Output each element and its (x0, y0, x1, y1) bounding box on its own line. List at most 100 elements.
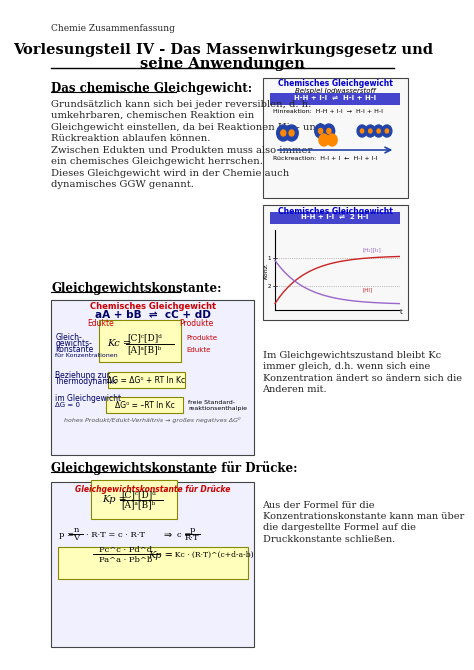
Circle shape (319, 134, 329, 146)
Text: Kp =: Kp = (148, 551, 173, 559)
Bar (263, 78, 408, 198)
Text: H-H + I-I  ⇌  H-I + H-I: H-H + I-I ⇌ H-I + H-I (294, 95, 376, 101)
Circle shape (285, 125, 298, 141)
Text: Pc^c · Pd^d: Pc^c · Pd^d (99, 546, 152, 554)
Circle shape (377, 129, 380, 133)
Bar (51, 300, 254, 455)
Text: Hinreaktion:  H-H + I-I  →  H-I + H-I: Hinreaktion: H-H + I-I → H-I + H-I (273, 109, 383, 113)
Text: Kc =: Kc = (108, 338, 132, 348)
Text: Aus der Formel für die: Aus der Formel für die (263, 500, 375, 509)
Text: c =: c = (177, 531, 191, 539)
Text: Gleichgewichtskonstante für Drücke: Gleichgewichtskonstante für Drücke (75, 484, 230, 494)
Text: p: p (190, 526, 195, 534)
Text: Beispiel Iodwasserstoff: Beispiel Iodwasserstoff (295, 88, 375, 94)
Text: Dieses Gleichgewicht wird in der Chemie auch: Dieses Gleichgewicht wird in der Chemie … (51, 168, 290, 178)
Text: umkehrbaren, chemischen Reaktion ein: umkehrbaren, chemischen Reaktion ein (51, 111, 255, 120)
Text: Vorlesungsteil IV - Das Massenwirkungsgesetz und: Vorlesungsteil IV - Das Massenwirkungsge… (13, 43, 433, 57)
FancyBboxPatch shape (270, 212, 400, 224)
Text: Chemie Zusammenfassung: Chemie Zusammenfassung (51, 23, 175, 33)
Text: hohes Produkt/Edukt-Verhältnis → großes negatives ΔG⁰: hohes Produkt/Edukt-Verhältnis → großes … (64, 417, 241, 423)
Text: Kp =: Kp = (102, 494, 128, 503)
Text: Grundsätzlich kann sich bei jeder reversiblen, d. h.: Grundsätzlich kann sich bei jeder revers… (51, 100, 311, 109)
Bar (51, 482, 254, 647)
Text: Edukte: Edukte (88, 318, 114, 328)
Text: Edukte: Edukte (186, 347, 210, 353)
FancyBboxPatch shape (108, 371, 185, 387)
Text: [A]ᵃ[B]ᵇ: [A]ᵃ[B]ᵇ (128, 346, 162, 354)
Text: [C]ᶜ[D]ᵈ: [C]ᶜ[D]ᵈ (122, 490, 156, 500)
Text: = Kc · (R·T)^(c+d-a-b): = Kc · (R·T)^(c+d-a-b) (165, 551, 253, 559)
Text: Produkte: Produkte (179, 318, 213, 328)
Text: gewichts-: gewichts- (55, 338, 92, 348)
Text: Konzentrationskonstante kann man über: Konzentrationskonstante kann man über (263, 512, 464, 521)
Text: Gleichgewichtskonstante für Drücke:: Gleichgewichtskonstante für Drücke: (51, 461, 298, 475)
Text: Rückreaction:  H-I + I  ←  H-I + I-I: Rückreaction: H-I + I ← H-I + I-I (273, 155, 377, 161)
Text: R·T: R·T (185, 534, 200, 542)
Circle shape (365, 125, 375, 137)
Circle shape (277, 125, 290, 141)
Text: Zwischen Edukten und Produkten muss also immer: Zwischen Edukten und Produkten muss also… (51, 145, 312, 155)
Circle shape (357, 125, 367, 137)
Text: die dargestellte Formel auf die: die dargestellte Formel auf die (263, 523, 415, 533)
FancyBboxPatch shape (58, 547, 247, 579)
Circle shape (281, 130, 286, 136)
FancyBboxPatch shape (99, 320, 182, 362)
Text: Das chemische Gleichgewicht:: Das chemische Gleichgewicht: (51, 82, 252, 94)
Text: konstante: konstante (55, 344, 93, 354)
Text: ΔG = ΔG⁰ + RT ln Kc: ΔG = ΔG⁰ + RT ln Kc (108, 375, 186, 385)
Circle shape (315, 124, 327, 138)
Text: für Konzentrationen: für Konzentrationen (55, 352, 118, 358)
FancyBboxPatch shape (91, 480, 177, 519)
FancyBboxPatch shape (106, 397, 183, 413)
Text: Im Gleichgewichtszustand bleibt Kc: Im Gleichgewichtszustand bleibt Kc (263, 350, 441, 360)
Bar (263, 205, 408, 320)
Text: 1: 1 (267, 255, 271, 261)
Circle shape (319, 129, 323, 133)
Text: dynamisches GGW genannt.: dynamisches GGW genannt. (51, 180, 194, 189)
Text: H-H + I-I  ⇌  2 H-I: H-H + I-I ⇌ 2 H-I (301, 214, 369, 220)
Text: n: n (73, 526, 79, 534)
Text: seine Anwendungen: seine Anwendungen (140, 57, 305, 71)
Text: [HI]: [HI] (362, 287, 372, 293)
Text: Thermodynamik: Thermodynamik (55, 377, 118, 385)
Text: aA + bB  ⇌  cC + dD: aA + bB ⇌ cC + dD (95, 310, 210, 320)
Text: freie Standard-: freie Standard- (188, 399, 235, 405)
Text: Konzentration ändert so ändern sich die: Konzentration ändert so ändern sich die (263, 373, 462, 383)
Text: [A]ᵃ[B]ᵇ: [A]ᵃ[B]ᵇ (122, 500, 156, 509)
Text: ΔG⁰ = –RT ln Kc: ΔG⁰ = –RT ln Kc (115, 401, 175, 409)
Circle shape (374, 125, 383, 137)
Text: ΔG = 0: ΔG = 0 (55, 402, 80, 408)
Circle shape (323, 124, 335, 138)
Text: Beziehung zur: Beziehung zur (55, 371, 110, 379)
Text: p =: p = (59, 531, 74, 539)
Text: · R·T = c · R·T: · R·T = c · R·T (86, 531, 145, 539)
Text: Konz.: Konz. (264, 261, 269, 279)
Text: Produkte: Produkte (186, 335, 217, 341)
Text: Anderen mit.: Anderen mit. (263, 385, 327, 394)
Text: Druckkonstante schließen.: Druckkonstante schließen. (263, 535, 395, 544)
Text: Pa^a · Pb^b: Pa^a · Pb^b (99, 556, 153, 564)
Text: ein chemisches Gleichgewicht herrschen.: ein chemisches Gleichgewicht herrschen. (51, 157, 263, 166)
Text: im Gleichgewicht: im Gleichgewicht (55, 393, 121, 403)
Text: Rückreaktion ablaufen können.: Rückreaktion ablaufen können. (51, 134, 210, 143)
Text: 2: 2 (267, 283, 271, 289)
Text: ⇒: ⇒ (163, 530, 171, 540)
Circle shape (289, 130, 294, 136)
Text: t: t (400, 309, 402, 315)
Circle shape (360, 129, 364, 133)
Circle shape (327, 134, 337, 146)
FancyBboxPatch shape (270, 93, 400, 105)
Circle shape (385, 129, 389, 133)
Circle shape (382, 125, 392, 137)
Text: Gleichgewicht einstellen, da bei Reaktionen Hin- und: Gleichgewicht einstellen, da bei Reaktio… (51, 123, 322, 131)
Text: Chemisches Gleichgewicht: Chemisches Gleichgewicht (90, 302, 216, 310)
Text: V: V (73, 534, 79, 542)
Circle shape (327, 129, 331, 133)
Text: Chemisches Gleichgewicht: Chemisches Gleichgewicht (278, 78, 392, 88)
Text: Gleichgewichtskonstante:: Gleichgewichtskonstante: (51, 281, 222, 295)
Circle shape (369, 129, 372, 133)
Text: [C]ᶜ[D]ᵈ: [C]ᶜ[D]ᵈ (128, 334, 162, 342)
Text: Gleich-: Gleich- (55, 332, 82, 342)
Text: immer gleich, d.h. wenn sich eine: immer gleich, d.h. wenn sich eine (263, 362, 430, 371)
Text: [H₂][I₂]: [H₂][I₂] (362, 247, 381, 253)
